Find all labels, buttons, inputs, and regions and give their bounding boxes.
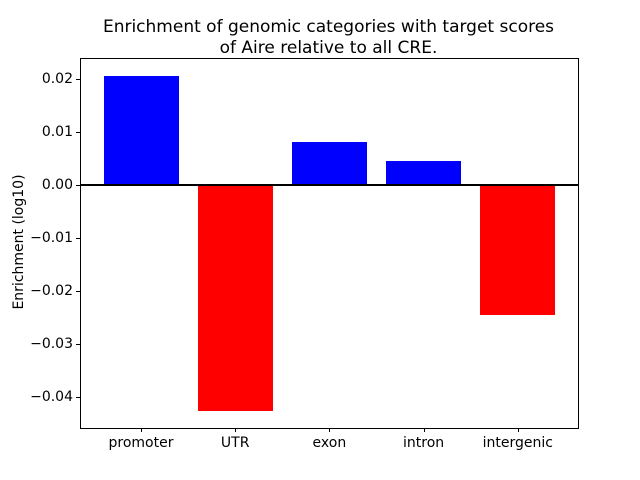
y-tick-mark <box>76 397 80 399</box>
y-tick-mark <box>76 131 80 133</box>
y-tick-label: 0.02 <box>41 70 73 87</box>
zero-line <box>81 183 578 186</box>
bar-intergenic <box>480 184 556 315</box>
x-tick-mark <box>423 428 425 432</box>
y-tick-mark <box>76 78 80 80</box>
y-tick-mark <box>76 344 80 346</box>
x-tick-label-promoter: promoter <box>108 435 174 451</box>
x-tick-label-UTR: UTR <box>220 435 250 451</box>
bar-promoter <box>103 75 179 185</box>
y-tick-label: −0.01 <box>30 229 73 246</box>
bar-exon <box>291 141 367 185</box>
bar-intron <box>386 160 462 185</box>
y-tick-label: −0.03 <box>30 336 73 353</box>
plot-area: 0.02 0.01 0.00 −0.01 −0.02 −0.03 −0.04 promoter… <box>30 58 579 451</box>
x-tick-label-exon: exon <box>312 435 347 451</box>
y-axis-label: Enrichment (log10) <box>11 174 27 310</box>
y-tick-mark <box>76 291 80 293</box>
x-tick-label-intron: intron <box>403 435 445 451</box>
x-tick-mark <box>517 428 519 432</box>
y-tick-label: −0.02 <box>30 283 73 300</box>
x-tick-mark <box>141 428 142 432</box>
y-tick-label: 0.00 <box>41 176 73 193</box>
y-tick-label: 0.01 <box>41 123 73 140</box>
chart-title: Enrichment of genomic categories with ta… <box>102 17 555 59</box>
x-tick-mark <box>235 428 237 432</box>
x-tick-mark <box>329 428 331 432</box>
y-tick-label: −0.04 <box>30 389 73 406</box>
bar-UTR <box>197 184 273 411</box>
x-tick-label-intergenic: intergenic <box>482 435 553 451</box>
y-tick-mark <box>76 184 80 186</box>
y-tick-mark <box>76 237 80 239</box>
